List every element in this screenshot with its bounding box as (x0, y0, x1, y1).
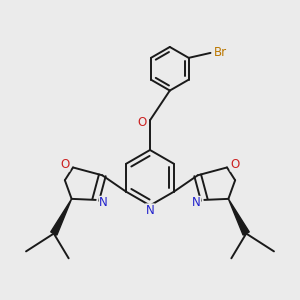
Text: N: N (99, 196, 108, 209)
Polygon shape (228, 199, 249, 235)
Text: O: O (60, 158, 70, 171)
Text: O: O (137, 116, 147, 129)
Polygon shape (51, 199, 72, 235)
Text: N: N (146, 204, 154, 217)
Text: Br: Br (214, 46, 227, 59)
Text: N: N (192, 196, 201, 209)
Text: O: O (230, 158, 240, 171)
